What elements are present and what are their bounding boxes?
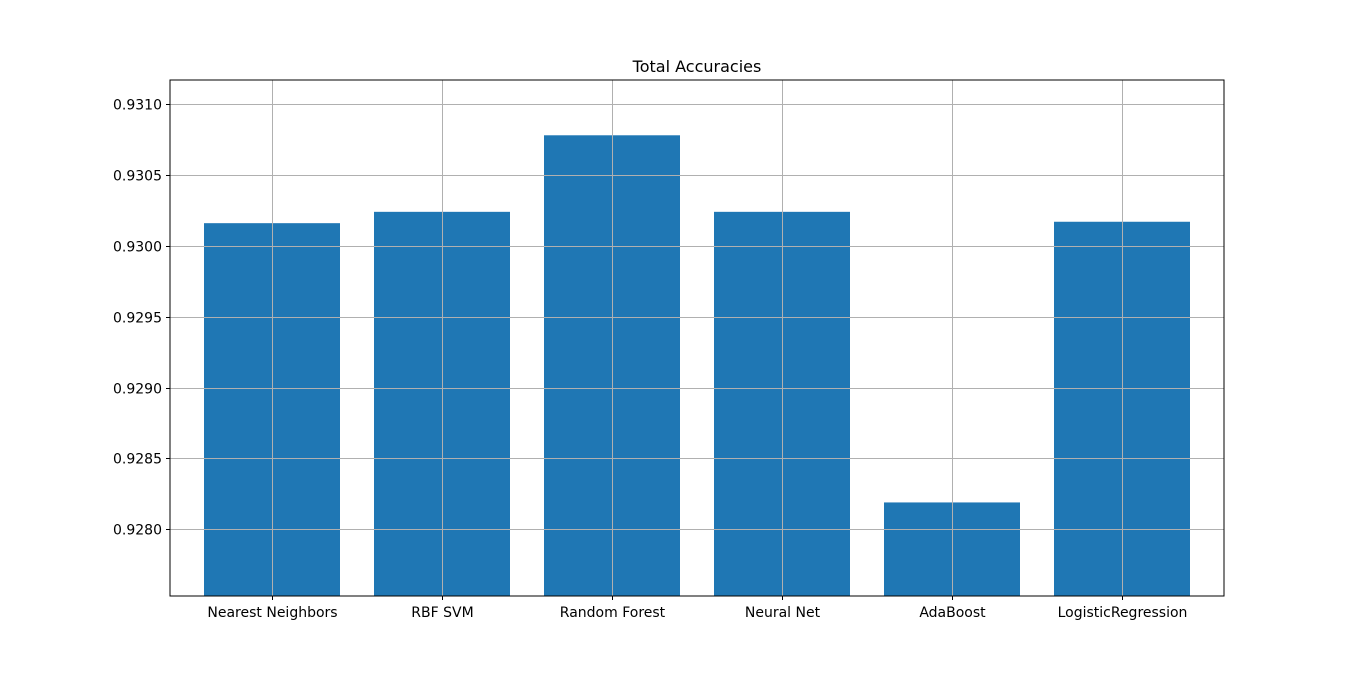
x-tick-label: Neural Net <box>745 605 821 621</box>
x-axis: Nearest Neighbors RBF SVM Random Forest Neu… <box>207 596 1187 621</box>
y-tick-label: 0.9290 <box>113 382 162 398</box>
plot-frame <box>169 79 1225 597</box>
vertical-gridlines <box>170 80 1224 596</box>
y-tick-label: 0.9295 <box>113 311 162 327</box>
x-tick-label: Nearest Neighbors <box>207 605 337 621</box>
y-tick-label: 0.9300 <box>113 240 162 256</box>
x-tick-label: LogisticRegression <box>1058 605 1188 621</box>
x-tick-label: Random Forest <box>560 605 666 621</box>
x-tick-label: AdaBoost <box>919 605 986 621</box>
chart-title: Total Accuracies <box>632 57 762 76</box>
y-axis: 0.9280 0.9285 0.9290 0.9295 0.9300 0.9305 0.93… <box>113 98 170 539</box>
y-tick-label: 0.9310 <box>113 98 162 114</box>
y-tick-label: 0.9285 <box>113 452 162 468</box>
plot-area <box>170 80 1224 596</box>
x-tick-label: RBF SVM <box>411 605 473 621</box>
y-tick-label: 0.9280 <box>113 523 162 539</box>
y-tick-label: 0.9305 <box>113 169 162 185</box>
